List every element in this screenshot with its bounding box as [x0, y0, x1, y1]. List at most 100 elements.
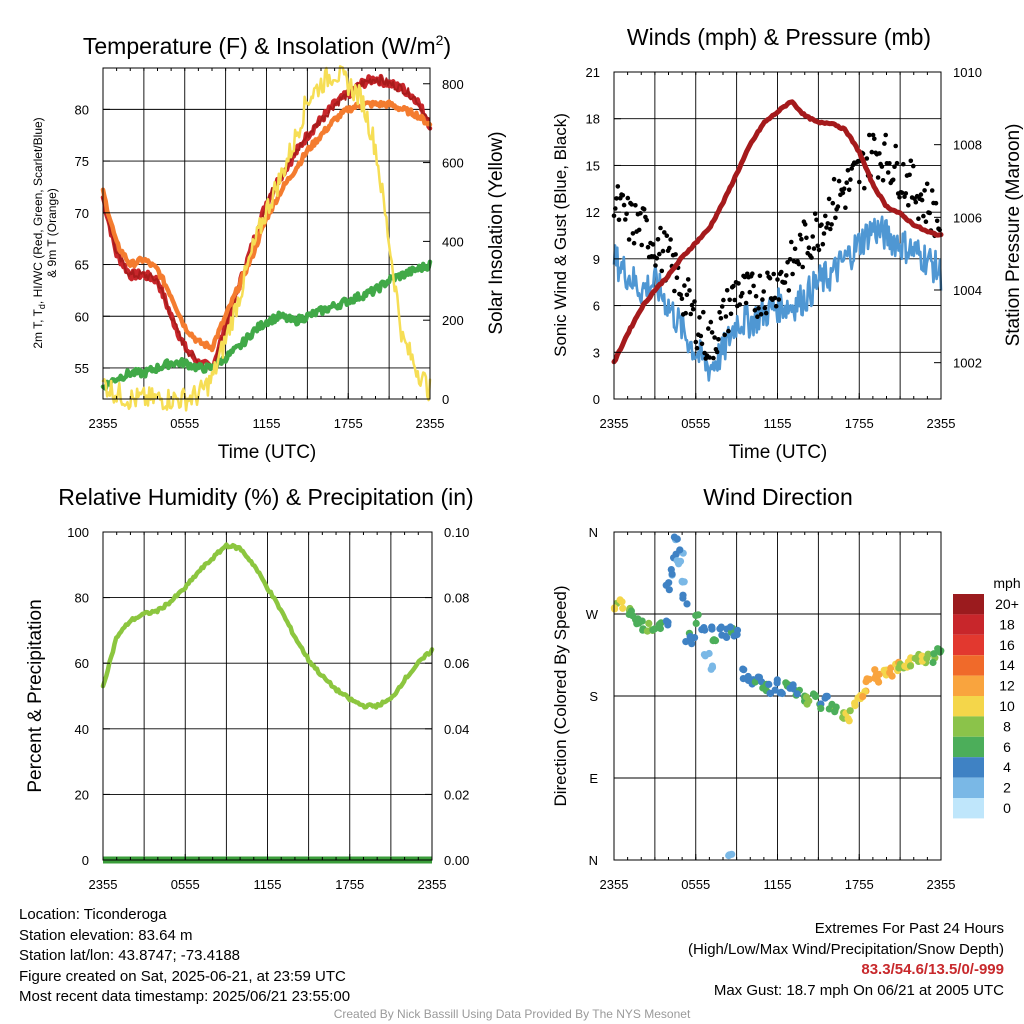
dir-legend-label: 16	[999, 637, 1015, 653]
dir-point	[825, 705, 833, 713]
dir-point	[730, 632, 738, 640]
wind-gust-point	[800, 264, 805, 270]
rh-y2tick-label: 0.04	[444, 722, 469, 737]
extremes-fields: (High/Low/Max Wind/Precipitation/Snow De…	[688, 940, 1004, 958]
wind-gust-point	[662, 230, 667, 235]
dir-point	[683, 600, 691, 608]
wind-gust-point	[869, 149, 875, 155]
wind-gust-point	[747, 289, 753, 295]
temp-xtick-label: 1755	[334, 416, 363, 431]
dir-legend-swatch	[953, 634, 984, 656]
wind-gust-point	[717, 310, 722, 315]
dir-xtick-label: 1155	[764, 877, 792, 892]
pressure-line	[611, 99, 944, 365]
temp-y2tick-label: 400	[442, 234, 464, 249]
wind-gust-point	[678, 292, 683, 298]
wind-gust-point	[857, 179, 862, 185]
dir-legend-swatch	[953, 757, 984, 778]
wind-gust-point	[841, 186, 847, 191]
wind-gust-point	[879, 164, 885, 169]
wind-gust-point	[901, 161, 906, 167]
wind-gust-point	[811, 246, 817, 251]
wind-gust-point	[892, 164, 897, 169]
station-latlon: Station lat/lon: 43.8747; -73.4188	[19, 947, 241, 964]
wind-gust-point	[825, 221, 831, 226]
wind-gust-point	[756, 306, 761, 311]
wind-xtick-label: 1755	[845, 416, 874, 431]
temp-series-line	[100, 259, 433, 391]
temp-ylabel-left: 2m T, Td, HI/WC (Red, Green, Scarlet/Blu…	[31, 117, 47, 348]
wind-gust-point	[707, 355, 712, 360]
wind-gust-point	[672, 288, 677, 294]
wind-gust-point	[757, 273, 763, 279]
dir-point	[673, 557, 681, 565]
dir-point	[705, 649, 713, 658]
wind-gust-point	[806, 245, 812, 250]
temp-ytick-label: 70	[75, 206, 89, 221]
wind-gust-point	[916, 216, 921, 221]
dir-point	[668, 570, 676, 578]
wind-gust-point	[762, 305, 768, 311]
rh-tick-labels: 2355 0555 1155 1755 23550204060801000.000.02…	[67, 525, 469, 892]
wind-gust-point	[636, 227, 642, 233]
wind-ytick-label: 15	[586, 158, 600, 173]
figure-created: Figure created on Sat, 2025-06-21, at 23…	[19, 967, 346, 985]
wind-ytick-label: 6	[593, 299, 600, 314]
wind-gust-point	[880, 178, 886, 183]
wind-gust-point	[623, 217, 628, 222]
wind-gust-point	[743, 300, 749, 306]
wind-gust-point	[673, 252, 678, 257]
wind-gust-point	[668, 237, 673, 242]
dir-point	[701, 626, 709, 634]
rh-xtick-label: 0555	[171, 877, 200, 892]
dir-point	[692, 619, 700, 628]
wind-xtick-label: 2355	[927, 416, 956, 431]
dir-point	[845, 717, 853, 725]
temp-grid	[103, 68, 430, 399]
wind-gust-point	[821, 231, 827, 236]
wind-ytick-label: 3	[593, 345, 600, 360]
wind-gust-point	[903, 191, 909, 196]
wind-gust-point	[684, 292, 690, 298]
dir-legend-label: 0	[1003, 800, 1011, 816]
wind-gust-point	[657, 251, 662, 257]
wind-gust-point	[819, 222, 824, 227]
wind-gust-point	[906, 203, 911, 208]
wind-gust-point	[639, 242, 644, 248]
dir-point	[888, 672, 896, 680]
wind-gust-point	[688, 311, 693, 317]
temp-xlabel: Time (UTC)	[218, 442, 317, 463]
temp-tick-labels: 2355 0555 1155 1755 235555606570758002004006…	[75, 68, 464, 431]
wind-series	[611, 99, 944, 382]
dir-point	[817, 704, 825, 713]
wind-gust-point	[697, 315, 702, 320]
rh-xtick-label: 1155	[254, 877, 282, 892]
temp-y2tick-label: 0	[442, 392, 449, 407]
temp-xtick-label: 0555	[170, 416, 199, 431]
dir-legend-swatch	[953, 675, 984, 696]
dir-point	[906, 662, 915, 670]
dir-xtick-label: 2355	[600, 877, 629, 892]
wind-gust-point	[654, 255, 660, 261]
dir-point	[655, 620, 663, 629]
wind-gust-point	[845, 168, 851, 173]
dir-point	[895, 664, 903, 672]
wind-gust-point	[908, 158, 914, 164]
wind-y2tick-label: 1010	[953, 65, 982, 80]
dir-point	[676, 546, 684, 554]
wind-gust-point	[674, 275, 680, 281]
wind-xtick-label: 2355	[600, 416, 629, 431]
wind-gust-point	[699, 341, 705, 347]
wind-gust-point	[644, 217, 649, 223]
wind-gust-point	[790, 271, 795, 277]
dir-point	[802, 693, 811, 701]
wind-gust-point	[615, 184, 621, 189]
wind-gust-point	[862, 185, 867, 191]
dir-point	[924, 651, 932, 659]
dir-point	[638, 617, 646, 625]
wind-gust-point	[724, 288, 730, 293]
wind-gust-point	[828, 226, 833, 232]
wind-y2tick-label: 1002	[953, 356, 982, 371]
wind-gust-point	[796, 261, 802, 267]
dir-legend-label: 10	[999, 698, 1015, 714]
